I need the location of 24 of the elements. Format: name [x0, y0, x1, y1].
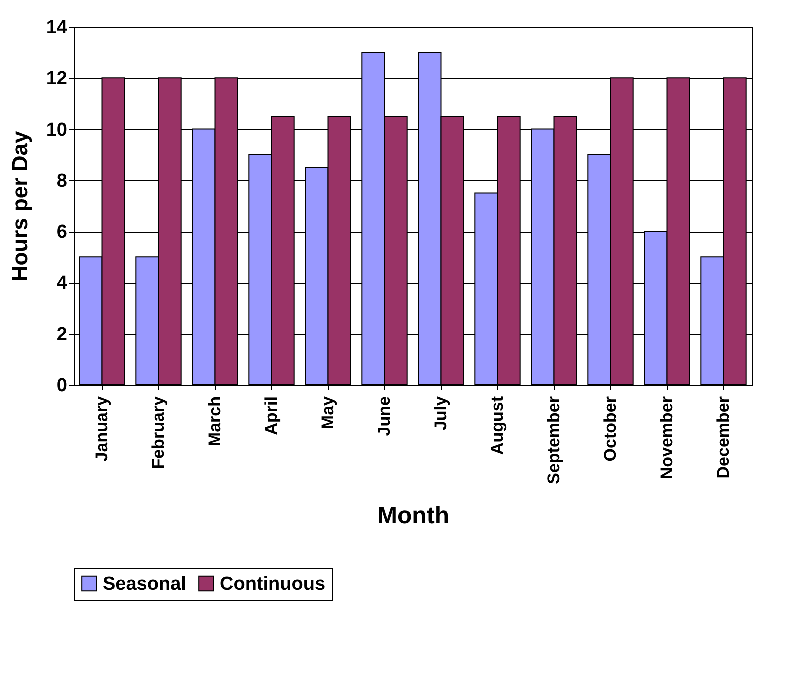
- x-tick-label: September: [544, 396, 564, 484]
- y-tick-label: 2: [56, 324, 68, 346]
- y-tick-label: 8: [56, 170, 68, 192]
- legend-label: Continuous: [220, 574, 326, 595]
- x-tick-label: August: [488, 396, 507, 456]
- x-tick-label: July: [431, 396, 450, 431]
- legend-label: Seasonal: [103, 574, 186, 595]
- x-tick-label: January: [92, 396, 112, 462]
- x-tick-label: February: [148, 396, 168, 470]
- x-tick-label: May: [318, 396, 338, 430]
- x-tick-label: April: [262, 396, 281, 436]
- y-tick-label: 0: [56, 376, 68, 396]
- x-axis-title: Month: [378, 502, 450, 530]
- y-tick-label: 14: [46, 18, 68, 38]
- x-tick-label: November: [657, 396, 676, 480]
- y-tick-label: 6: [56, 222, 68, 244]
- y-tick-label: 12: [46, 68, 68, 90]
- x-tick-label: June: [374, 396, 394, 436]
- y-tick-label: 4: [56, 273, 68, 294]
- x-tick-label: October: [600, 396, 620, 462]
- x-tick-label: March: [205, 396, 224, 447]
- x-tick-label: December: [714, 396, 733, 479]
- y-axis-title: Hours per Day: [7, 130, 32, 282]
- y-tick-label: 10: [46, 120, 68, 141]
